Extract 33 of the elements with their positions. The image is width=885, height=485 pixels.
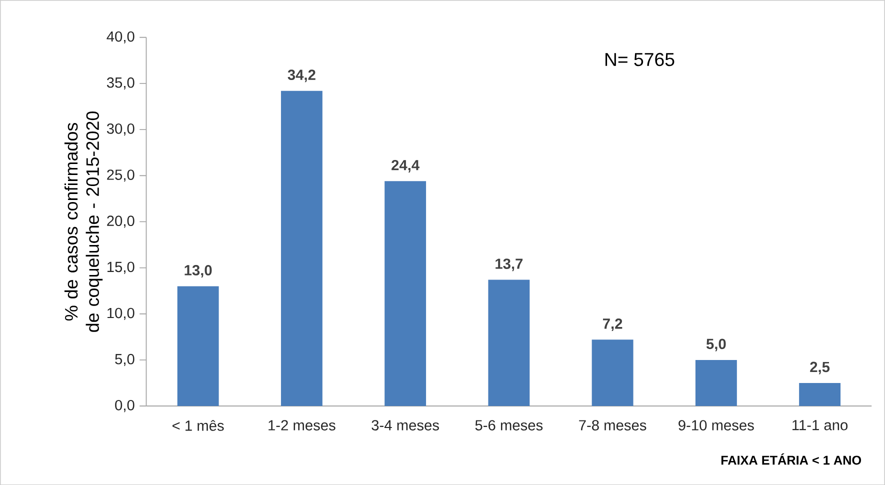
data-label: 13,0 <box>184 264 212 278</box>
x-tick-label: 3-4 meses <box>372 420 439 430</box>
y-tick-label: 35,0 <box>106 77 134 90</box>
data-label: 34,2 <box>288 69 316 82</box>
y-tick-label: 30,0 <box>106 123 134 136</box>
x-tick-label: 11-1 ano <box>792 420 848 430</box>
y-tick-label: 5,0 <box>115 354 134 366</box>
data-label: 2,5 <box>810 362 830 374</box>
y-tick-label: 10,0 <box>107 308 134 320</box>
bar <box>280 90 322 406</box>
bar <box>488 280 530 406</box>
x-tick-label: 5-6 meses <box>475 420 543 430</box>
y-tick-label: 20,0 <box>107 215 134 228</box>
data-label: 7,2 <box>603 318 622 331</box>
data-label: 5,0 <box>706 338 726 352</box>
y-tick-label: 15,0 <box>107 262 134 274</box>
bar <box>592 340 634 406</box>
x-tick-label: 1-2 meses <box>268 420 336 430</box>
bar <box>384 180 426 406</box>
bar <box>177 286 219 406</box>
x-tick-label: < 1 mês <box>172 420 224 431</box>
x-axis-title: FAIXA ETÁRIA < 1 ANO <box>721 453 862 465</box>
data-label: 24,4 <box>392 160 420 172</box>
bar <box>695 360 737 406</box>
y-tick-label: 25,0 <box>107 169 134 182</box>
y-tick-label: 0,0 <box>115 400 134 412</box>
data-label: 13,7 <box>496 258 523 271</box>
annotation: N= 5765 <box>606 52 674 66</box>
x-tick-label: 9-10 meses <box>678 420 754 430</box>
x-tick-label: 7-8 meses <box>579 420 646 430</box>
y-tick-label: 40,0 <box>106 31 134 44</box>
y-axis-title: % de casos confirmados de coqueluche - 2015-2020 <box>64 111 103 332</box>
bar <box>799 382 841 406</box>
